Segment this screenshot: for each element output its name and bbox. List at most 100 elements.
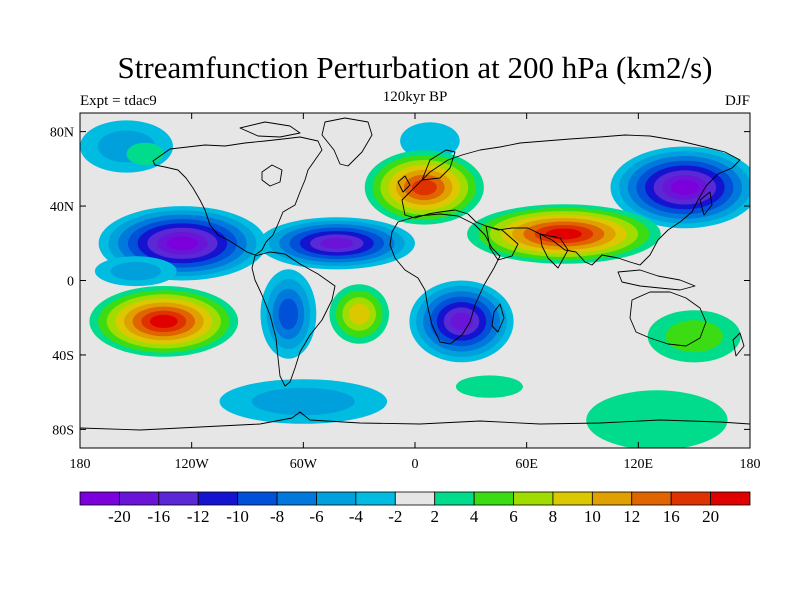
colorbar-swatch [316, 491, 357, 506]
anomaly-17 [455, 375, 523, 398]
anomaly-13 [329, 284, 390, 344]
anomaly-12 [364, 150, 484, 225]
colorbar-swatch [237, 491, 278, 506]
colorbar-swatch [552, 491, 593, 506]
coastline-scandinavia [421, 149, 456, 181]
coastline-south-america [251, 251, 336, 387]
x-tick-label: 180 [70, 457, 91, 472]
y-tick-label: 0 [67, 275, 74, 290]
coastline-arabia [485, 225, 519, 261]
colorbar-swatch [670, 491, 711, 506]
colorbar-swatch [473, 491, 514, 506]
plot-title: Streamfunction Perturbation at 200 hPa (… [117, 50, 713, 85]
contour-level [455, 375, 523, 398]
colorbar-label: 16 [663, 507, 680, 526]
coastline-new-zealand [732, 332, 745, 357]
anomaly-4 [260, 269, 317, 359]
season-label: DJF [724, 93, 750, 109]
colorbar: -20 -16 -12 -10 -8 -6 -4 -2 2 4 6 8 10 12 16 20 [79, 491, 751, 526]
latitude-axis: 80N 40N 0 40S 80S [50, 126, 750, 438]
colorbar-label: -20 [108, 507, 131, 526]
x-tick-label: 180 [740, 457, 761, 472]
colorbar-label: 4 [470, 507, 479, 526]
contour-level [450, 312, 473, 330]
colorbar-label: 20 [702, 507, 719, 526]
colorbar-swatch [119, 491, 160, 506]
anomaly-10 [89, 286, 239, 357]
colorbar-swatch [197, 491, 239, 506]
anomaly-8 [219, 379, 388, 424]
colorbar-label: -2 [388, 507, 402, 526]
colorbar-swatch [631, 491, 672, 506]
colorbar-swatch [79, 491, 120, 506]
anomaly-9 [94, 256, 177, 287]
colorbar-label: 2 [430, 507, 439, 526]
contour-level [671, 179, 699, 195]
contour-level [251, 387, 355, 416]
colorbar-swatch [434, 491, 475, 506]
colorbar-label: 8 [549, 507, 558, 526]
coastline-japan [699, 191, 713, 216]
coastline-eurasia [401, 134, 741, 266]
contour-level [110, 262, 161, 281]
colorbar-swatch [355, 491, 396, 506]
contour-level [126, 142, 164, 166]
anomaly-11 [467, 204, 661, 264]
x-tick-label: 0 [412, 457, 419, 472]
y-tick-label: 40N [50, 200, 74, 215]
contour-level [545, 228, 582, 240]
colorbar-swatch [591, 491, 633, 506]
y-tick-label: 40S [52, 349, 74, 364]
coastline-hudson-bay [261, 164, 283, 187]
coastline-africa [389, 213, 501, 345]
anomaly-15 [586, 390, 728, 448]
colorbar-label: 6 [509, 507, 518, 526]
anomaly-16 [126, 142, 164, 166]
colorbar-label: 12 [623, 507, 640, 526]
x-tick-label: 120E [624, 457, 654, 472]
colorbar-label: -4 [349, 507, 364, 526]
x-tick-label: 60E [515, 457, 538, 472]
anomaly-1 [258, 217, 415, 270]
colorbar-swatch [394, 491, 436, 506]
contour-level [348, 303, 370, 325]
colorbar-swatch [513, 491, 554, 506]
contour-level [166, 236, 198, 251]
anomaly-2 [610, 146, 750, 229]
x-tick-label: 60W [290, 457, 318, 472]
coastline-arctic-islands [239, 121, 301, 138]
x-tick-label: 120W [175, 457, 210, 472]
plot-subtitle: 120kyr BP [382, 89, 448, 105]
colorbar-label: -8 [270, 507, 284, 526]
coastline-maritime-continent [617, 269, 696, 291]
colorbar-label: -12 [187, 507, 210, 526]
streamfunction-field [80, 120, 750, 448]
contour-level [411, 179, 437, 196]
y-tick-label: 80N [50, 126, 74, 141]
coastlines [80, 117, 750, 431]
contour-level [149, 314, 178, 328]
coastline-north-america [152, 136, 323, 256]
coastline-greenland [321, 117, 373, 167]
coastline-india [539, 233, 569, 269]
colorbar-swatch [276, 491, 317, 506]
coastline-madagascar [491, 303, 505, 333]
contour-level [586, 390, 728, 448]
colorbar-label: 10 [584, 507, 601, 526]
colorbar-label: -10 [226, 507, 249, 526]
colorbar-swatch [710, 491, 751, 506]
experiment-label: Expt = tdac9 [80, 93, 157, 109]
contour-level [400, 122, 460, 160]
contour-level [278, 298, 299, 330]
coastline-australia [629, 291, 707, 347]
coastline-antarctica [80, 411, 750, 431]
anomaly-14 [647, 310, 741, 363]
contour-level [665, 320, 723, 353]
coastline-british-isles [397, 175, 411, 193]
colorbar-swatch [158, 491, 199, 506]
contour-level [320, 237, 354, 249]
colorbar-label: -16 [147, 507, 170, 526]
anomaly-6 [400, 122, 460, 160]
longitude-axis: 180 120W 60W 0 60E 120E 180 [70, 113, 761, 472]
